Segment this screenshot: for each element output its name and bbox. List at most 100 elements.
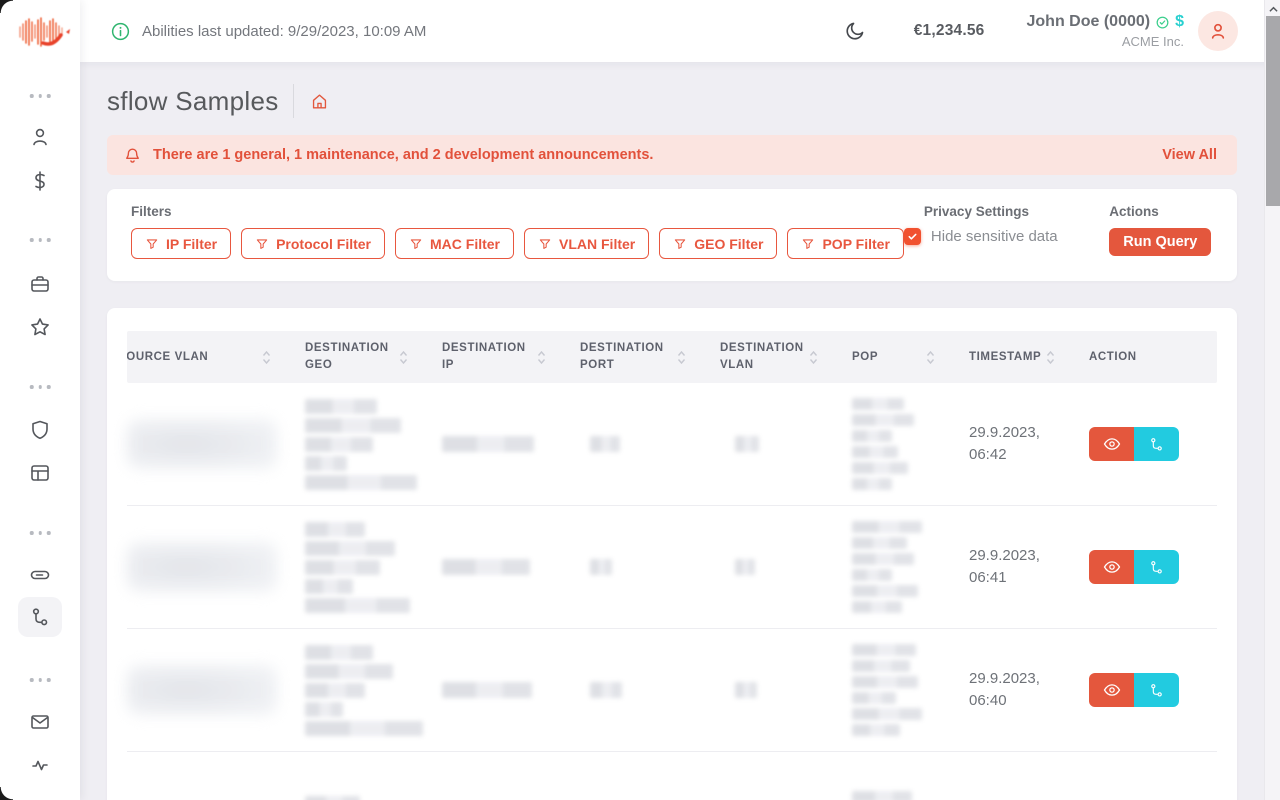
- column-header-destination-port[interactable]: DESTINATION PORT: [580, 331, 720, 383]
- flow-branch-icon: [1151, 560, 1162, 573]
- sidebar-item-activity[interactable]: [18, 745, 62, 785]
- cell-source-vlan: [127, 542, 305, 592]
- briefcase-icon: [31, 276, 49, 292]
- filter-button-mac-filter[interactable]: MAC Filter: [395, 228, 514, 259]
- cell-source-vlan: [127, 665, 305, 715]
- filters-card: Filters IP Filter Protocol Filter MAC Filt…: [107, 189, 1237, 281]
- table-row: 29.9.2023, 06:42: [127, 383, 1217, 506]
- eye-icon: [1103, 684, 1120, 696]
- redacted-blob: [590, 436, 708, 452]
- sort-icon: [1046, 350, 1055, 364]
- flow-detail-button[interactable]: [1134, 673, 1179, 707]
- redacted-blob: [305, 644, 430, 736]
- timestamp-text: 29.9.2023, 06:40: [969, 669, 1040, 710]
- user-menu[interactable]: John Doe (0000) $ ACME Inc.: [1027, 11, 1185, 50]
- sidebar-item-layout[interactable]: [18, 453, 62, 493]
- hide-sensitive-checkbox[interactable]: [903, 228, 921, 245]
- cell-timestamp: 29.9.2023, 06:41: [969, 545, 1089, 590]
- cell-action: [1089, 673, 1217, 707]
- cell-destination-ip: [442, 559, 580, 575]
- redacted-blob: [127, 542, 277, 592]
- home-icon[interactable]: [310, 92, 329, 111]
- company-name: ACME Inc.: [1121, 34, 1184, 50]
- check-icon: [908, 233, 917, 240]
- cell-destination-geo: [305, 398, 442, 490]
- app-logo[interactable]: [13, 10, 71, 54]
- sidebar-item-briefcase[interactable]: [18, 264, 62, 304]
- column-header-pop[interactable]: POP: [852, 331, 969, 383]
- filter-button-ip-filter[interactable]: IP Filter: [131, 228, 232, 259]
- flow-branch-icon: [32, 608, 48, 626]
- redacted-blob: [590, 682, 708, 698]
- cell-destination-vlan: [720, 559, 852, 575]
- user-name: John Doe (0000): [1026, 13, 1151, 31]
- action-button-group: [1089, 550, 1205, 584]
- page-title: sflow Samples: [107, 85, 279, 116]
- flow-branch-icon: [1151, 437, 1162, 450]
- view-sample-button[interactable]: [1089, 427, 1134, 461]
- run-query-button[interactable]: Run Query: [1109, 228, 1212, 256]
- table-row: 29.9.2023, 06:41: [127, 506, 1217, 629]
- cell-destination-geo: [305, 796, 442, 800]
- sidebar-divider-dots: [29, 94, 51, 98]
- activity-pulse-icon: [32, 760, 48, 771]
- sidebar-divider-dots: [29, 238, 51, 242]
- filter-button-protocol-filter[interactable]: Protocol Filter: [241, 228, 385, 259]
- bell-icon: [126, 147, 139, 163]
- action-button-group: [1089, 427, 1205, 461]
- sidebar-item-mail[interactable]: [18, 702, 62, 742]
- filter-button-geo-filter[interactable]: GEO Filter: [659, 228, 778, 259]
- table-body: 29.9.2023, 06:42 29.9.2023, 06:41 29.9.202…: [127, 383, 1217, 800]
- sidebar-item-shield[interactable]: [18, 410, 62, 450]
- status-text: Abilities last updated: 9/29/2023, 10:09…: [142, 22, 427, 40]
- cell-destination-ip: [442, 682, 580, 698]
- flow-detail-button[interactable]: [1134, 427, 1179, 461]
- scrollbar-thumb[interactable]: [1266, 16, 1280, 206]
- column-header-action: ACTION: [1089, 350, 1137, 363]
- sidebar-item-person[interactable]: [18, 117, 62, 157]
- link-icon: [30, 570, 50, 580]
- column-header-destination-geo[interactable]: DESTINATION GEO: [305, 331, 442, 383]
- column-header-timestamp[interactable]: TIMESTAMP: [969, 331, 1089, 383]
- cell-destination-vlan: [720, 682, 852, 698]
- redacted-blob: [305, 796, 430, 800]
- column-header-destination-vlan[interactable]: DESTINATION VLAN: [720, 331, 852, 383]
- view-sample-button[interactable]: [1089, 550, 1134, 584]
- sort-icon: [677, 350, 686, 364]
- cell-destination-port: [580, 559, 720, 575]
- filters-section: Filters IP Filter Protocol Filter MAC Filt…: [131, 204, 904, 259]
- sidebar-item-flow-active[interactable]: [18, 597, 62, 637]
- currency-badge-icon: $: [1175, 13, 1184, 31]
- redacted-blob: [442, 559, 568, 575]
- flow-branch-icon: [1151, 683, 1162, 696]
- column-header-source-vlan[interactable]: SOURCE VLAN: [127, 331, 305, 383]
- filter-button-pop-filter[interactable]: POP Filter: [787, 228, 904, 259]
- samples-table-card: SOURCE VLAN DESTINATION GEO DESTINATION IP…: [107, 308, 1237, 800]
- view-all-button[interactable]: View All: [1162, 147, 1217, 163]
- sidebar-item-link[interactable]: [18, 555, 62, 595]
- filter-button-vlan-filter[interactable]: VLAN Filter: [524, 228, 650, 259]
- banner-text: There are 1 general, 1 maintenance, and …: [153, 147, 654, 163]
- sidebar-item-star[interactable]: [18, 307, 62, 347]
- cell-action: [1089, 550, 1217, 584]
- action-button-group: [1089, 673, 1205, 707]
- view-sample-button[interactable]: [1089, 673, 1134, 707]
- sort-icon: [262, 350, 271, 364]
- sidebar-item-dollar[interactable]: [18, 161, 62, 201]
- topbar: Abilities last updated: 9/29/2023, 10:09…: [80, 0, 1280, 62]
- vertical-scrollbar[interactable]: [1264, 0, 1280, 800]
- timestamp-text: 29.9.2023, 06:41: [969, 546, 1040, 587]
- funnel-icon: [410, 238, 422, 249]
- mail-icon: [31, 715, 49, 729]
- account-balance[interactable]: €1,234.56: [913, 22, 985, 39]
- avatar-person-icon: [1211, 23, 1225, 39]
- sidebar-divider-dots: [29, 531, 51, 535]
- dark-mode-toggle[interactable]: [844, 20, 866, 42]
- table-row: [127, 752, 1217, 800]
- main-content: sflow Samples There are 1 general, 1 mai…: [80, 62, 1280, 800]
- avatar[interactable]: [1198, 11, 1238, 51]
- funnel-icon: [675, 238, 686, 249]
- flow-detail-button[interactable]: [1134, 550, 1179, 584]
- column-header-destination-ip[interactable]: DESTINATION IP: [442, 331, 580, 383]
- scroll-up-arrow[interactable]: [1265, 2, 1280, 16]
